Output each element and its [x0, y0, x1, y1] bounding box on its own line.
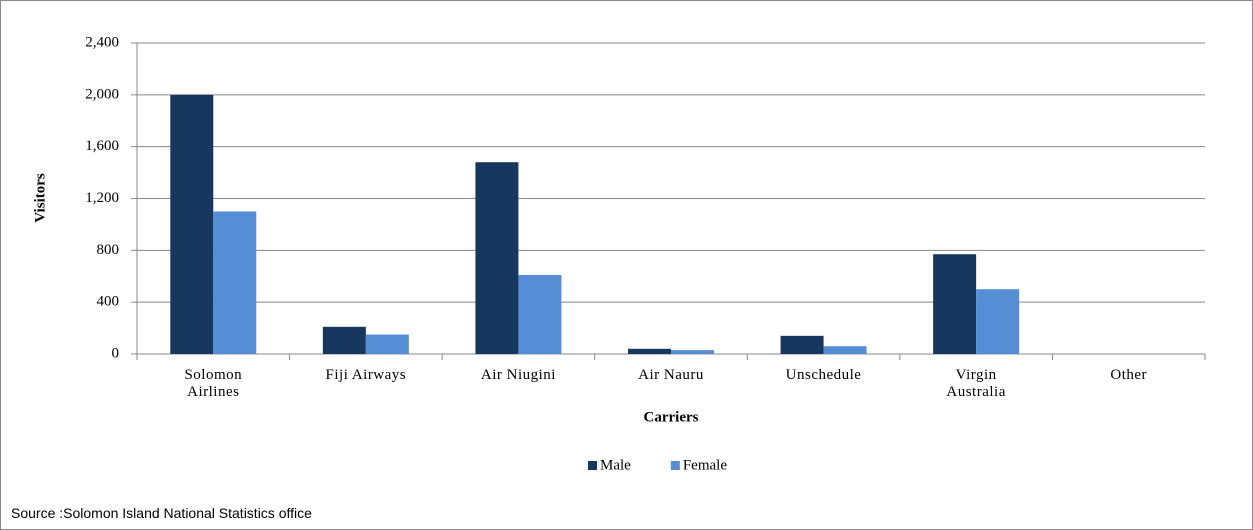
bar	[976, 289, 1020, 354]
x-tick-label: Fiji Airways	[325, 367, 407, 383]
bar	[170, 94, 214, 354]
bar	[213, 211, 257, 354]
x-tick-label: Air Niugini	[480, 367, 556, 383]
x-tick-label: Air Nauru	[638, 367, 704, 383]
x-tick-label: Solomon Airlines	[184, 367, 243, 400]
legend-label: Female	[683, 457, 727, 473]
source-note: Source :Solomon Island National Statisti…	[11, 505, 312, 521]
bar	[780, 335, 824, 354]
bar	[933, 254, 977, 354]
y-tick-label: 400	[97, 294, 120, 310]
bar	[365, 334, 409, 354]
legend-label: Male	[600, 457, 631, 473]
y-axis-label: Visitors	[32, 173, 48, 223]
legend-swatch	[588, 461, 597, 470]
y-tick-label: 1,600	[85, 138, 119, 154]
bar	[322, 326, 366, 354]
bar	[628, 348, 671, 354]
x-tick-label: Virgin Australia	[946, 367, 1006, 400]
bar	[475, 162, 519, 354]
bar	[823, 346, 867, 354]
y-tick-label: 0	[112, 345, 120, 361]
y-tick-label: 800	[97, 242, 120, 258]
x-tick-label: Other	[1110, 367, 1148, 383]
y-tick-label: 2,400	[85, 34, 119, 50]
legend-swatch	[670, 461, 680, 470]
x-axis-label: Carriers	[644, 409, 699, 425]
y-tick-label: 2,000	[85, 86, 119, 102]
y-tick-label: 1,200	[85, 190, 119, 206]
bar	[518, 274, 562, 354]
x-tick-label: Unschedule	[785, 367, 862, 383]
bar	[671, 350, 714, 354]
